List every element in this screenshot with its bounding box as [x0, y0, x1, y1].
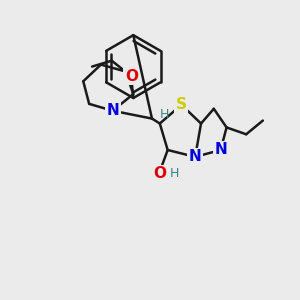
- Text: S: S: [176, 98, 187, 112]
- Text: H: H: [160, 108, 169, 121]
- Text: N: N: [106, 103, 119, 118]
- Text: O: O: [153, 166, 166, 181]
- Text: H: H: [169, 167, 179, 180]
- Text: O: O: [125, 69, 138, 84]
- Text: N: N: [189, 149, 202, 164]
- Text: N: N: [214, 142, 227, 158]
